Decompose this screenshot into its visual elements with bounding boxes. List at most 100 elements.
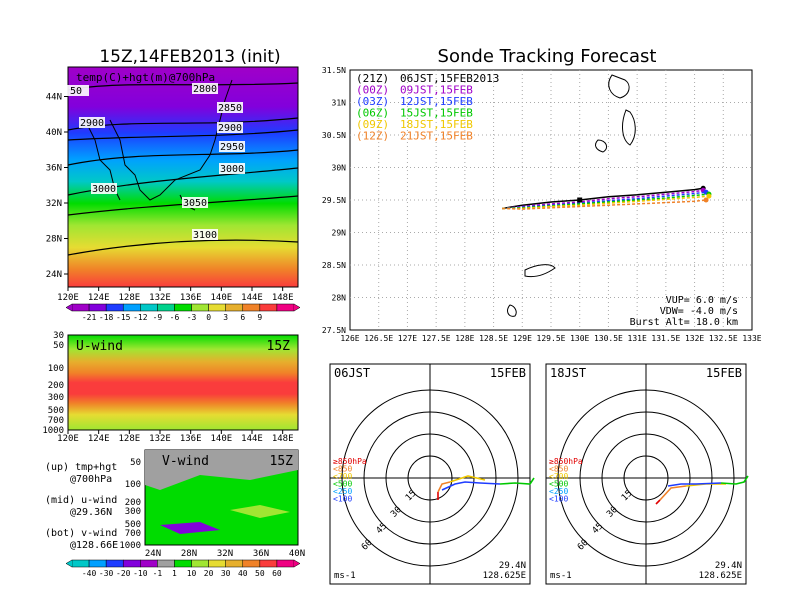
temp-colorbar-label: 3: [223, 313, 228, 322]
tracking-x-tick-label: 127.5E: [422, 334, 451, 343]
launch-marker: [577, 197, 583, 203]
legend-code: (03Z): [356, 95, 389, 108]
tracking-y-axis: 27.5N 28N 28.5N 29N 29.5N 30N 30.5N 31N 31.5N: [322, 66, 346, 335]
v-wind-time: 15Z: [270, 454, 294, 469]
v-wind-colorbar: -40 -30 -20 -10 -1 1 10 20 30 40 50 60: [65, 559, 301, 578]
trajectories: [502, 185, 712, 210]
hodograph-trace: [720, 475, 749, 485]
v-colorbar-swatch: [105, 559, 124, 568]
temp-x-tick-label: 144E: [241, 293, 263, 303]
contour-label: 3050: [183, 198, 207, 209]
tracking-x-tick-label: 132E: [685, 334, 704, 343]
u-wind-panel: U-wind 15Z 120E 124E 128E 132E 136E 140E 144E 1…: [42, 331, 299, 444]
u-wind-x-axis: 120E 124E 128E 132E 136E 140E 144E 148E: [57, 430, 294, 444]
trajectory-line: [502, 187, 704, 210]
hodograph-lon: 128.625E: [483, 571, 526, 581]
info-line: @128.66E: [70, 540, 118, 551]
v-y-tick-label: 50: [130, 458, 141, 468]
contour-label: 2950: [220, 142, 244, 153]
temp-colorbar-swatch: [88, 303, 107, 312]
hodograph-18jst: 18JST 15FEB15304560ms-129.4N128.625E≥850h…: [545, 363, 749, 585]
v-y-tick-label: 1000: [119, 541, 141, 551]
legend-text: 06JST,15FEB2013: [400, 72, 499, 85]
u-y-tick-label: 500: [48, 406, 64, 416]
tracking-x-tick-label: 128E: [455, 334, 474, 343]
v-x-tick-label: 32N: [217, 549, 233, 559]
hodograph-trace: [659, 485, 687, 501]
tracking-x-tick-label: 133E: [742, 334, 761, 343]
hodograph-level-legend: <500: [333, 480, 352, 489]
hodograph-level-legend: <100: [333, 495, 352, 504]
hodograph-unit: ms-1: [550, 571, 572, 581]
info-text: (up) tmp+hgt@700hPa (mid) u-wind@29.36N (b…: [45, 462, 118, 551]
temp-colorbar-label: -21: [82, 313, 97, 322]
contour-label: 2800: [193, 84, 217, 95]
temp-colorbar: -21 -18 -15 -12 -9 -6 -3 0 3 6 9: [65, 303, 301, 322]
tracking-panel: Sonde Tracking Forecast (21Z) 06JST,15FEB…: [322, 46, 762, 343]
info-line: @700hPa: [70, 474, 112, 485]
v-x-tick-label: 40N: [289, 549, 305, 559]
contour-label-bg: [192, 83, 218, 94]
temp-y-axis: 24N 28N 32N 36N 40N 44N: [46, 93, 68, 280]
v-wind-negative-region: [145, 450, 298, 490]
temp-x-tick-label: 120E: [57, 293, 79, 303]
u-y-tick-label: 100: [48, 364, 64, 374]
u-y-tick-label: 1000: [42, 426, 64, 436]
temp-colorbar-label: 6: [240, 313, 245, 322]
tracking-x-tick-label: 126E: [340, 334, 359, 343]
v-colorbar-label: 40: [238, 569, 248, 578]
temp-colorbar-swatch: [122, 303, 141, 312]
temp-y-tick-label: 44N: [46, 93, 62, 103]
hodograph-level-legend: <700: [549, 472, 568, 481]
temp-x-axis: 120E 124E 128E 132E 136E 140E 144E 148E: [57, 287, 294, 303]
u-wind-time: 15Z: [267, 339, 291, 354]
v-colorbar-label: -30: [99, 569, 114, 578]
tracking-y-tick-label: 27.5N: [322, 326, 346, 335]
tracking-y-tick-label: 29N: [332, 229, 347, 238]
temp-panel-subtitle: temp(C)+hgt(m)@700hPa: [76, 71, 215, 84]
temp-y-tick-label: 40N: [46, 128, 62, 138]
tracking-x-tick-label: 129.5E: [537, 334, 566, 343]
hodograph-lat: 29.4N: [715, 561, 742, 571]
v-colorbar-label: 60: [272, 569, 282, 578]
temp-colorbar-swatch: [242, 303, 261, 312]
temp-x-tick-label: 136E: [180, 293, 202, 303]
hodograph-level-legend: <850: [333, 465, 352, 474]
tracking-x-tick-label: 128.5E: [479, 334, 508, 343]
v-x-tick-label: 24N: [145, 549, 161, 559]
info-line: @29.36N: [70, 507, 112, 518]
hodograph-trace: [499, 477, 535, 485]
temp-colorbar-label: -3: [187, 313, 197, 322]
temp-y-tick-label: 24N: [46, 270, 62, 280]
temp-x-tick-label: 140E: [210, 293, 232, 303]
temp-colorbar-swatch: [191, 303, 209, 312]
legend-code: (21Z): [356, 72, 389, 85]
v-y-tick-label: 200: [125, 498, 141, 508]
temp-colorbar-swatch: [105, 303, 124, 312]
v-wind-max-region: [230, 505, 290, 518]
v-colorbar-swatch: [225, 559, 244, 568]
tracking-x-tick-label: 130.5E: [594, 334, 623, 343]
tracking-legend: (21Z) 06JST,15FEB2013 (00Z) 09JST,15FEB (03Z…: [356, 72, 499, 143]
islands: [507, 74, 636, 317]
temp-colorbar-label: -15: [116, 313, 131, 322]
temp-colorbar-swatch: [71, 303, 90, 312]
v-colorbar-label: -20: [116, 569, 131, 578]
launch-param: Burst Alt= 18.0 km: [630, 317, 738, 328]
u-y-tick-label: 700: [48, 416, 64, 426]
temp-hgt-panel: 15Z,14FEB2013 (init) temp(C)+hgt(m)@700h…: [46, 47, 301, 322]
hodograph-lon: 128.625E: [699, 571, 742, 581]
v-colorbar-swatch: [71, 559, 90, 568]
contour-label-bg: [217, 122, 243, 133]
temp-colorbar-label: 9: [257, 313, 262, 322]
tracking-y-tick-label: 29.5N: [322, 196, 346, 205]
hodograph-trace: [655, 499, 661, 505]
hodograph-level-legend: <850: [549, 465, 568, 474]
tracking-y-tick-label: 31.5N: [322, 66, 346, 75]
hodograph-level-legend: <250: [333, 487, 352, 496]
hodograph-time: 18JST: [550, 366, 586, 380]
contour-label-bg: [219, 141, 245, 152]
hodograph-level-legend: ≥850hPa: [549, 457, 583, 466]
